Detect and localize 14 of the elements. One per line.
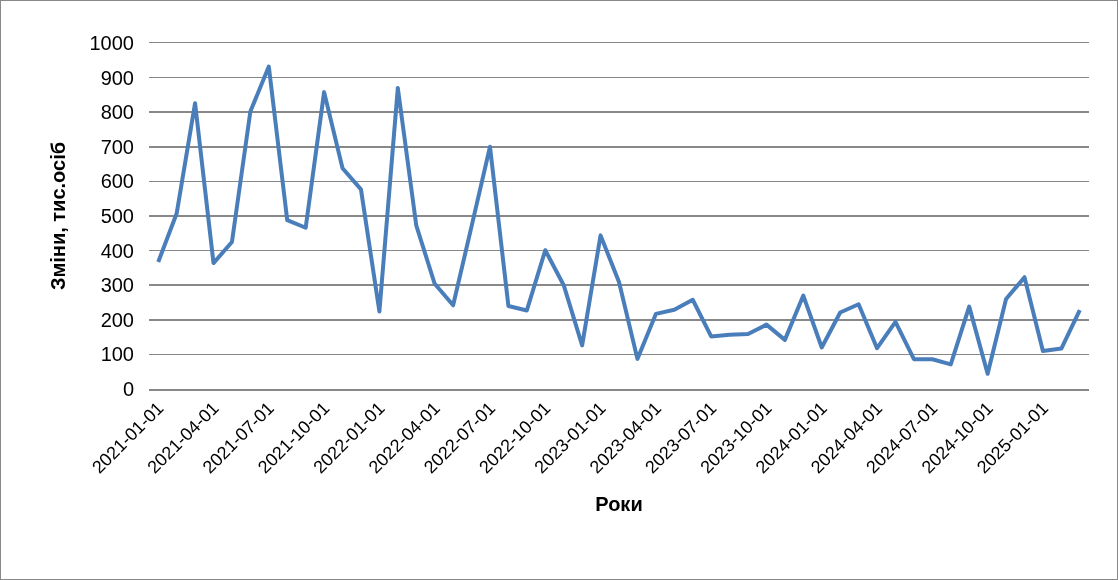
y-tick-label: 600	[100, 170, 134, 193]
y-tick-label: 700	[100, 135, 134, 158]
y-tick-label: 400	[100, 239, 134, 262]
x-axis-title: Роки	[595, 492, 643, 515]
y-tick-label: 800	[100, 101, 134, 124]
y-tick-label: 100	[100, 343, 134, 366]
y-tick-label: 300	[100, 274, 134, 297]
y-tick-label: 200	[100, 308, 134, 331]
y-tick-label: 500	[100, 205, 134, 227]
y-tick-label: 0	[122, 378, 134, 400]
y-axis-title: Зміни, тис.осіб	[47, 141, 69, 291]
line-series	[156, 64, 1082, 376]
y-tick-label: 1000	[89, 32, 134, 54]
y-tick-label: 900	[100, 66, 134, 89]
